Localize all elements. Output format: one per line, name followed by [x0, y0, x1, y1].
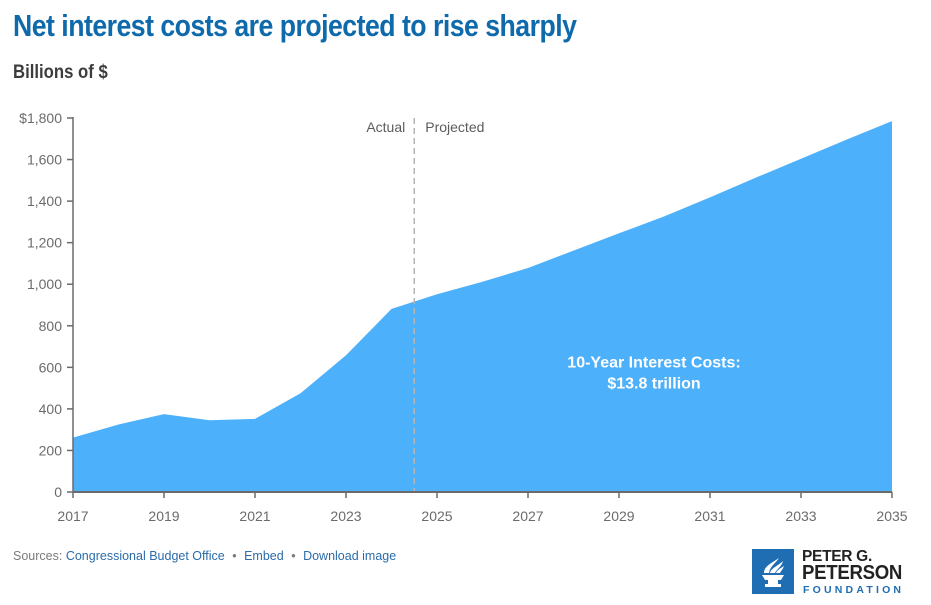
logo-line-2: PETERSON	[802, 562, 903, 584]
footer: Sources: Congressional Budget Office • E…	[13, 549, 396, 563]
embed-link[interactable]: Embed	[244, 549, 284, 563]
x-tick-label: 2019	[148, 508, 179, 524]
y-tick-label: 600	[39, 359, 63, 375]
y-tick-label: 400	[39, 401, 63, 417]
x-tick-label: 2021	[239, 508, 270, 524]
x-tick-label: 2017	[57, 508, 88, 524]
y-tick-label: 1,400	[27, 193, 62, 209]
torch-icon	[752, 549, 794, 594]
projected-label: Projected	[425, 119, 484, 135]
annotation-line-1: 10-Year Interest Costs:	[567, 355, 740, 372]
source-link-cbo[interactable]: Congressional Budget Office	[65, 549, 225, 563]
x-tick-label: 2029	[603, 508, 634, 524]
x-tick-label: 2035	[876, 508, 907, 524]
area-series-0	[73, 121, 892, 492]
chart-subtitle: Billions of $	[13, 62, 108, 83]
actual-label: Actual	[366, 119, 405, 135]
annotation-layer: 10-Year Interest Costs: $13.8 trillion	[567, 355, 740, 393]
chart-title: Net interest costs are projected to rise…	[13, 8, 577, 43]
area-layer	[73, 121, 892, 492]
logo-line-1: PETER G.	[802, 548, 872, 565]
y-tick-label: 1,600	[27, 152, 62, 168]
x-tick-label: 2023	[330, 508, 361, 524]
y-tick-label: 1,000	[27, 276, 62, 292]
x-tick-label: 2033	[785, 508, 816, 524]
x-tick-label: 2025	[421, 508, 452, 524]
separator-dot: •	[232, 549, 237, 563]
axis-layer: 0 200 400 600 800 1,000 1,200 1,400 1,600 $1,800 2…	[19, 110, 908, 524]
y-tick-label: 0	[54, 484, 62, 500]
divider-layer: Actual Projected	[366, 118, 484, 492]
download-image-link[interactable]: Download image	[303, 549, 397, 563]
logo-line-3: FOUNDATION	[803, 584, 905, 596]
area-chart: Actual Projected 0 200 400 600 800 1,000 1,200 1…	[19, 110, 908, 524]
y-tick-label: 1,200	[27, 235, 62, 251]
y-tick-label: 800	[39, 318, 63, 334]
separator-dot: •	[291, 549, 296, 563]
y-tick-label: $1,800	[19, 110, 62, 126]
x-tick-label: 2027	[512, 508, 543, 524]
y-tick-label: 200	[39, 442, 63, 458]
x-tick-label: 2031	[694, 508, 725, 524]
sources-label: Sources:	[13, 549, 63, 563]
peterson-foundation-logo[interactable]: PETER G. PETERSON FOUNDATION	[752, 548, 912, 597]
annotation-line-2: $13.8 trillion	[607, 376, 700, 393]
